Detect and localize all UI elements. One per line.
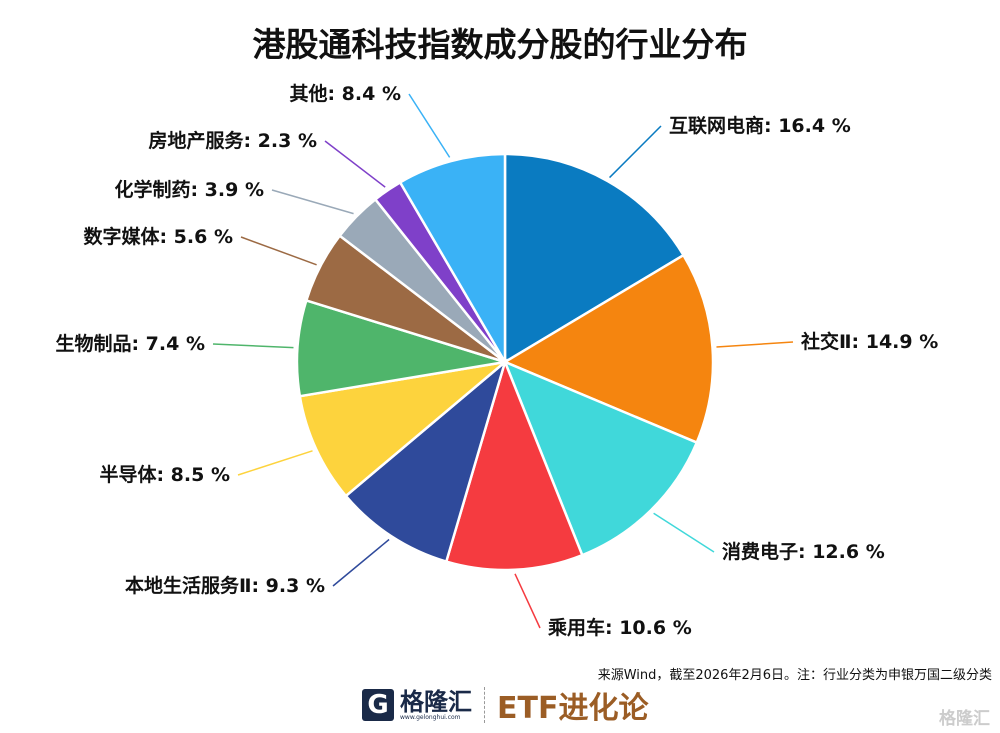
data-label: 社交Ⅱ: 14.9 % [800, 330, 938, 353]
pie-slice [444, 358, 584, 572]
leader-line [324, 140, 386, 188]
data-label: 半导体: 8.5 % [99, 463, 230, 486]
data-label: 乘用车: 10.6 % [547, 616, 692, 639]
logo-g-icon: G [362, 689, 394, 721]
data-label: 消费电子: 12.6 % [722, 540, 885, 563]
leader-line [240, 236, 317, 266]
column-name: ETF进化论 [497, 691, 649, 726]
logo-url: www.gelonghui.com [400, 713, 461, 721]
leader-line [237, 450, 313, 476]
chart-title: 港股通科技指数成分股的行业分布 [252, 25, 748, 64]
gelonghui-logo: G 格隆汇 www.gelonghui.com ETF进化论 [362, 683, 648, 727]
pie-slice [502, 359, 699, 557]
leader-line [653, 512, 715, 553]
data-label: 生物制品: 7.4 % [55, 332, 205, 355]
data-label: 化学制药: 3.9 % [114, 178, 264, 201]
pie-slice [344, 358, 508, 564]
pie-slice [503, 152, 686, 365]
data-label: 互联网电商: 16.4 % [669, 114, 851, 137]
leader-line [212, 343, 294, 349]
leader-line [716, 341, 794, 348]
data-label: 数字媒体: 5.6 % [83, 225, 233, 248]
leader-line [271, 189, 354, 215]
pie-slice [295, 298, 506, 398]
pie-slice [398, 152, 507, 367]
data-label: 本地生活服务Ⅱ: 9.3 % [125, 574, 325, 597]
pie-slice [298, 360, 510, 498]
logo-name: 格隆汇 [400, 687, 472, 716]
leader-line [332, 538, 390, 587]
source-note: 来源Wind，截至2026年2月6日。注：行业分类为申银万国二级分类 [597, 668, 992, 683]
pie-slice [502, 253, 715, 445]
leader-line [408, 93, 451, 158]
logo-divider [484, 687, 485, 723]
leader-line [609, 125, 662, 179]
data-label: 其他: 8.4 % [289, 82, 401, 105]
data-label: 房地产服务: 2.3 % [148, 129, 317, 152]
leader-line [514, 573, 541, 629]
watermark: 格隆汇 [939, 709, 990, 729]
